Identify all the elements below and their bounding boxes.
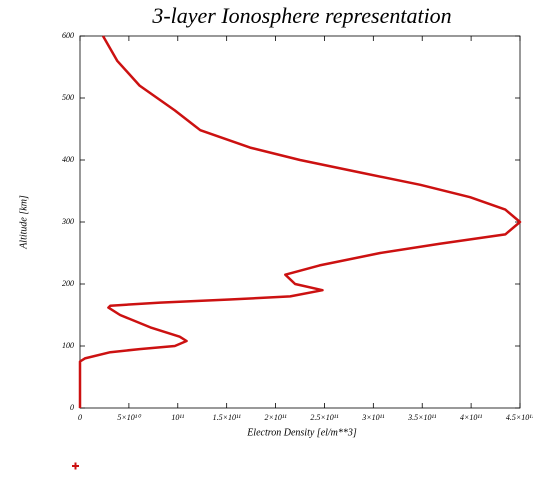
y-axis-label: Altitude [km] <box>18 195 29 250</box>
x-tick-label: 3.5×10¹¹ <box>407 413 437 422</box>
x-axis-label: Electron Density [el/m**3] <box>246 427 357 438</box>
marker-icon <box>72 462 79 470</box>
y-tick-label: 300 <box>61 217 74 226</box>
y-tick-label: 200 <box>62 279 74 288</box>
y-tick-label: 500 <box>62 93 74 102</box>
x-tick-label: 2.5×10¹¹ <box>310 413 339 422</box>
x-tick-label: 2×10¹¹ <box>264 413 287 422</box>
x-tick-label: 10¹¹ <box>171 413 184 422</box>
curve <box>78 35 522 408</box>
x-tick-label: 1.5×10¹¹ <box>213 413 242 422</box>
plot-frame <box>79 35 521 409</box>
y-tick-label: 400 <box>62 155 74 164</box>
x-tick-label: 5×10¹⁰ <box>117 413 142 422</box>
x-tick-label: 4×10¹¹ <box>460 413 483 422</box>
chart-title: 3-layer Ionosphere representation <box>151 3 451 28</box>
x-tick-label: 4.5×10¹¹ <box>506 413 533 422</box>
y-tick-label: 600 <box>62 31 74 40</box>
y-tick-label: 100 <box>62 341 74 350</box>
x-tick-label: 0 <box>78 413 82 422</box>
x-tick-label: 3×10¹¹ <box>361 413 385 422</box>
y-tick-label: 0 <box>70 403 74 412</box>
